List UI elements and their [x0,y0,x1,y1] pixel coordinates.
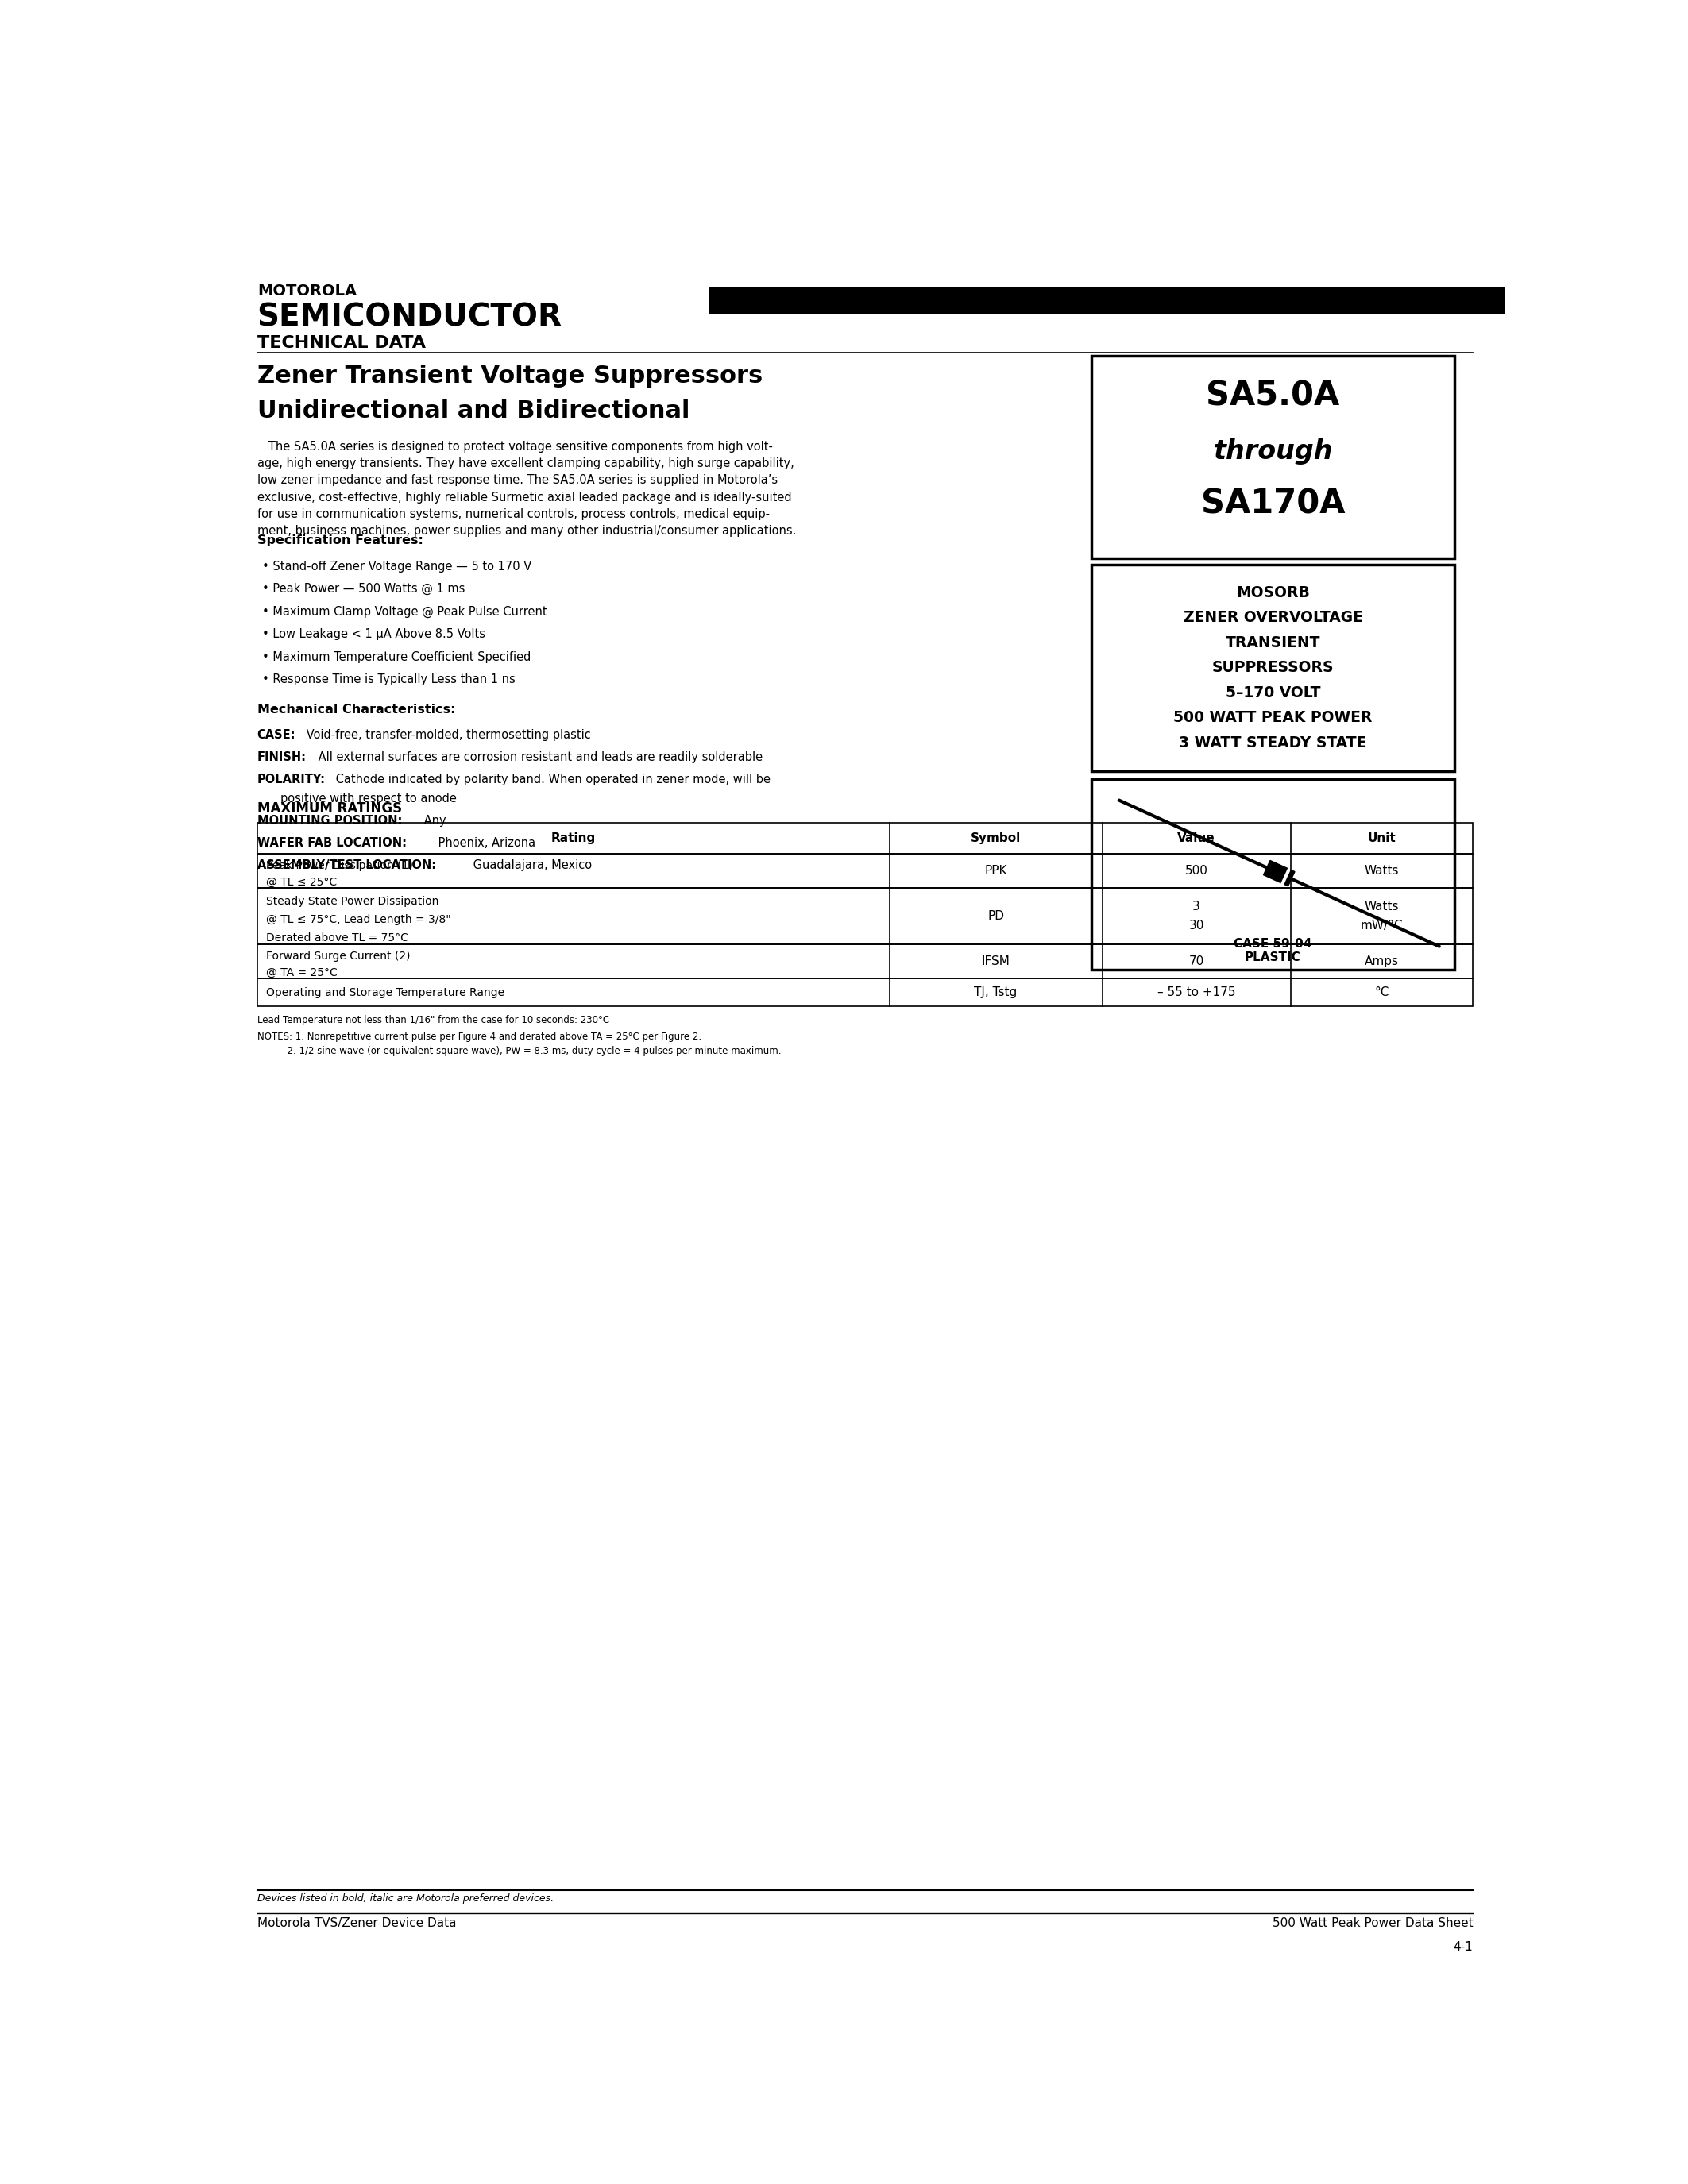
Text: MAXIMUM RATINGS: MAXIMUM RATINGS [257,802,402,817]
Text: 30: 30 [1188,919,1204,930]
Text: Specification Features:: Specification Features: [257,535,424,546]
Text: WAFER FAB LOCATION:: WAFER FAB LOCATION: [257,836,407,850]
Text: – 55 to +175: – 55 to +175 [1158,987,1236,998]
Text: 3: 3 [1192,900,1200,913]
Text: Unidirectional and Bidirectional: Unidirectional and Bidirectional [257,400,690,424]
Text: IFSM: IFSM [981,954,1009,968]
Text: Unit: Unit [1367,832,1396,843]
Text: SA170A: SA170A [1200,487,1345,520]
Text: @ TL ≤ 75°C, Lead Length = 3/8": @ TL ≤ 75°C, Lead Length = 3/8" [267,913,451,926]
Text: MOSORB: MOSORB [1236,585,1310,601]
Text: • Low Leakage < 1 μA Above 8.5 Volts: • Low Leakage < 1 μA Above 8.5 Volts [262,629,486,640]
Text: CASE:: CASE: [257,729,295,740]
Text: Steady State Power Dissipation: Steady State Power Dissipation [267,895,439,906]
Text: All external surfaces are corrosion resistant and leads are readily solderable: All external surfaces are corrosion resi… [314,751,763,762]
Bar [1092,566,1455,771]
Text: PD: PD [987,911,1004,922]
Text: Lead Temperature not less than 1/16" from the case for 10 seconds: 230°C: Lead Temperature not less than 1/16" fro… [257,1016,609,1024]
Text: Watts: Watts [1364,865,1399,876]
Text: TJ, Tstg: TJ, Tstg [974,987,1018,998]
Bar [257,887,1474,943]
Text: FINISH:: FINISH: [257,751,307,762]
Text: positive with respect to anode: positive with respect to anode [280,793,457,804]
Text: 5–170 VOLT: 5–170 VOLT [1225,686,1320,701]
Bar [1092,356,1455,559]
Text: MOUNTING POSITION:: MOUNTING POSITION: [257,815,402,828]
Text: TECHNICAL DATA: TECHNICAL DATA [257,336,425,352]
Text: The SA5.0A series is designed to protect voltage sensitive components from high : The SA5.0A series is designed to protect… [257,441,797,537]
Text: 2. 1/2 sine wave (or equivalent square wave), PW = 8.3 ms, duty cycle = 4 pulses: 2. 1/2 sine wave (or equivalent square w… [257,1046,782,1057]
Bar [709,286,1504,312]
Text: Operating and Storage Temperature Range: Operating and Storage Temperature Range [267,987,505,998]
Polygon shape [1263,860,1295,887]
Text: 3 WATT STEADY STATE: 3 WATT STEADY STATE [1178,736,1367,751]
Text: Zener Transient Voltage Suppressors: Zener Transient Voltage Suppressors [257,365,763,387]
Text: 500 Watt Peak Power Data Sheet: 500 Watt Peak Power Data Sheet [1273,1918,1474,1928]
Bar [257,823,1474,854]
Text: 500: 500 [1185,865,1209,876]
Bar [257,854,1474,887]
Bar [257,978,1474,1007]
Text: SUPPRESSORS: SUPPRESSORS [1212,660,1334,675]
Text: ASSEMBLY/TEST LOCATION:: ASSEMBLY/TEST LOCATION: [257,858,436,871]
Text: Amps: Amps [1366,954,1399,968]
Text: • Peak Power — 500 Watts @ 1 ms: • Peak Power — 500 Watts @ 1 ms [262,583,464,596]
Text: POLARITY:: POLARITY: [257,773,326,786]
Text: 4-1: 4-1 [1453,1942,1474,1952]
Text: Derated above TL = 75°C: Derated above TL = 75°C [267,933,408,943]
Text: SEMICONDUCTOR: SEMICONDUCTOR [257,301,562,332]
Text: Watts: Watts [1364,900,1399,913]
Text: Void-free, transfer-molded, thermosetting plastic: Void-free, transfer-molded, thermosettin… [302,729,591,740]
Text: Mechanical Characteristics:: Mechanical Characteristics: [257,703,456,716]
Text: Guadalajara, Mexico: Guadalajara, Mexico [469,858,592,871]
Text: • Maximum Clamp Voltage @ Peak Pulse Current: • Maximum Clamp Voltage @ Peak Pulse Cur… [262,605,547,618]
Text: Motorola TVS/Zener Device Data: Motorola TVS/Zener Device Data [257,1918,456,1928]
Text: Cathode indicated by polarity band. When operated in zener mode, will be: Cathode indicated by polarity band. When… [333,773,771,786]
Text: • Maximum Temperature Coefficient Specified: • Maximum Temperature Coefficient Specif… [262,651,532,664]
Text: • Stand-off Zener Voltage Range — 5 to 170 V: • Stand-off Zener Voltage Range — 5 to 1… [262,561,532,572]
Text: • Response Time is Typically Less than 1 ns: • Response Time is Typically Less than 1… [262,673,515,686]
Text: Symbol: Symbol [971,832,1021,843]
Text: °C: °C [1374,987,1389,998]
Text: Devices listed in bold, italic are Motorola preferred devices.: Devices listed in bold, italic are Motor… [257,1894,554,1902]
Text: CASE 59-04
PLASTIC: CASE 59-04 PLASTIC [1234,937,1312,963]
Text: Any: Any [420,815,446,828]
Text: @ TL ≤ 25°C: @ TL ≤ 25°C [267,876,338,887]
Text: NOTES: 1. Nonrepetitive current pulse per Figure 4 and derated above TA = 25°C p: NOTES: 1. Nonrepetitive current pulse pe… [257,1031,701,1042]
Text: Value: Value [1178,832,1215,843]
Text: TRANSIENT: TRANSIENT [1225,636,1320,651]
Text: Peak Power Dissipation (1): Peak Power Dissipation (1) [267,860,414,871]
Text: through: through [1214,439,1334,465]
Text: 500 WATT PEAK POWER: 500 WATT PEAK POWER [1173,710,1372,725]
Text: mW/°C: mW/°C [1361,919,1403,930]
Bar [257,943,1474,978]
Text: ZENER OVERVOLTAGE: ZENER OVERVOLTAGE [1183,609,1362,625]
Text: MOTOROLA: MOTOROLA [257,284,356,299]
Text: 70: 70 [1188,954,1204,968]
Bar [1092,780,1455,970]
Text: Phoenix, Arizona: Phoenix, Arizona [434,836,535,850]
Text: SA5.0A: SA5.0A [1207,378,1340,413]
Text: @ TA = 25°C: @ TA = 25°C [267,968,338,978]
Text: Rating: Rating [550,832,596,843]
Text: PPK: PPK [984,865,1008,876]
Text: Forward Surge Current (2): Forward Surge Current (2) [267,950,410,961]
